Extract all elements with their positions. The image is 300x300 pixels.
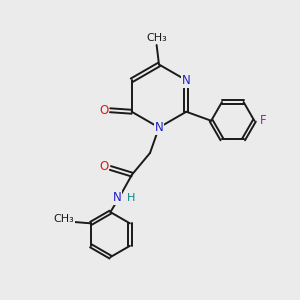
Text: CH₃: CH₃ bbox=[146, 33, 167, 43]
Text: N: N bbox=[182, 74, 191, 87]
Text: O: O bbox=[99, 104, 108, 117]
Text: CH₃: CH₃ bbox=[53, 214, 74, 224]
Text: H: H bbox=[127, 193, 135, 203]
Text: N: N bbox=[154, 121, 164, 134]
Text: O: O bbox=[99, 160, 108, 173]
Text: N: N bbox=[112, 191, 122, 204]
Text: F: F bbox=[260, 114, 266, 127]
